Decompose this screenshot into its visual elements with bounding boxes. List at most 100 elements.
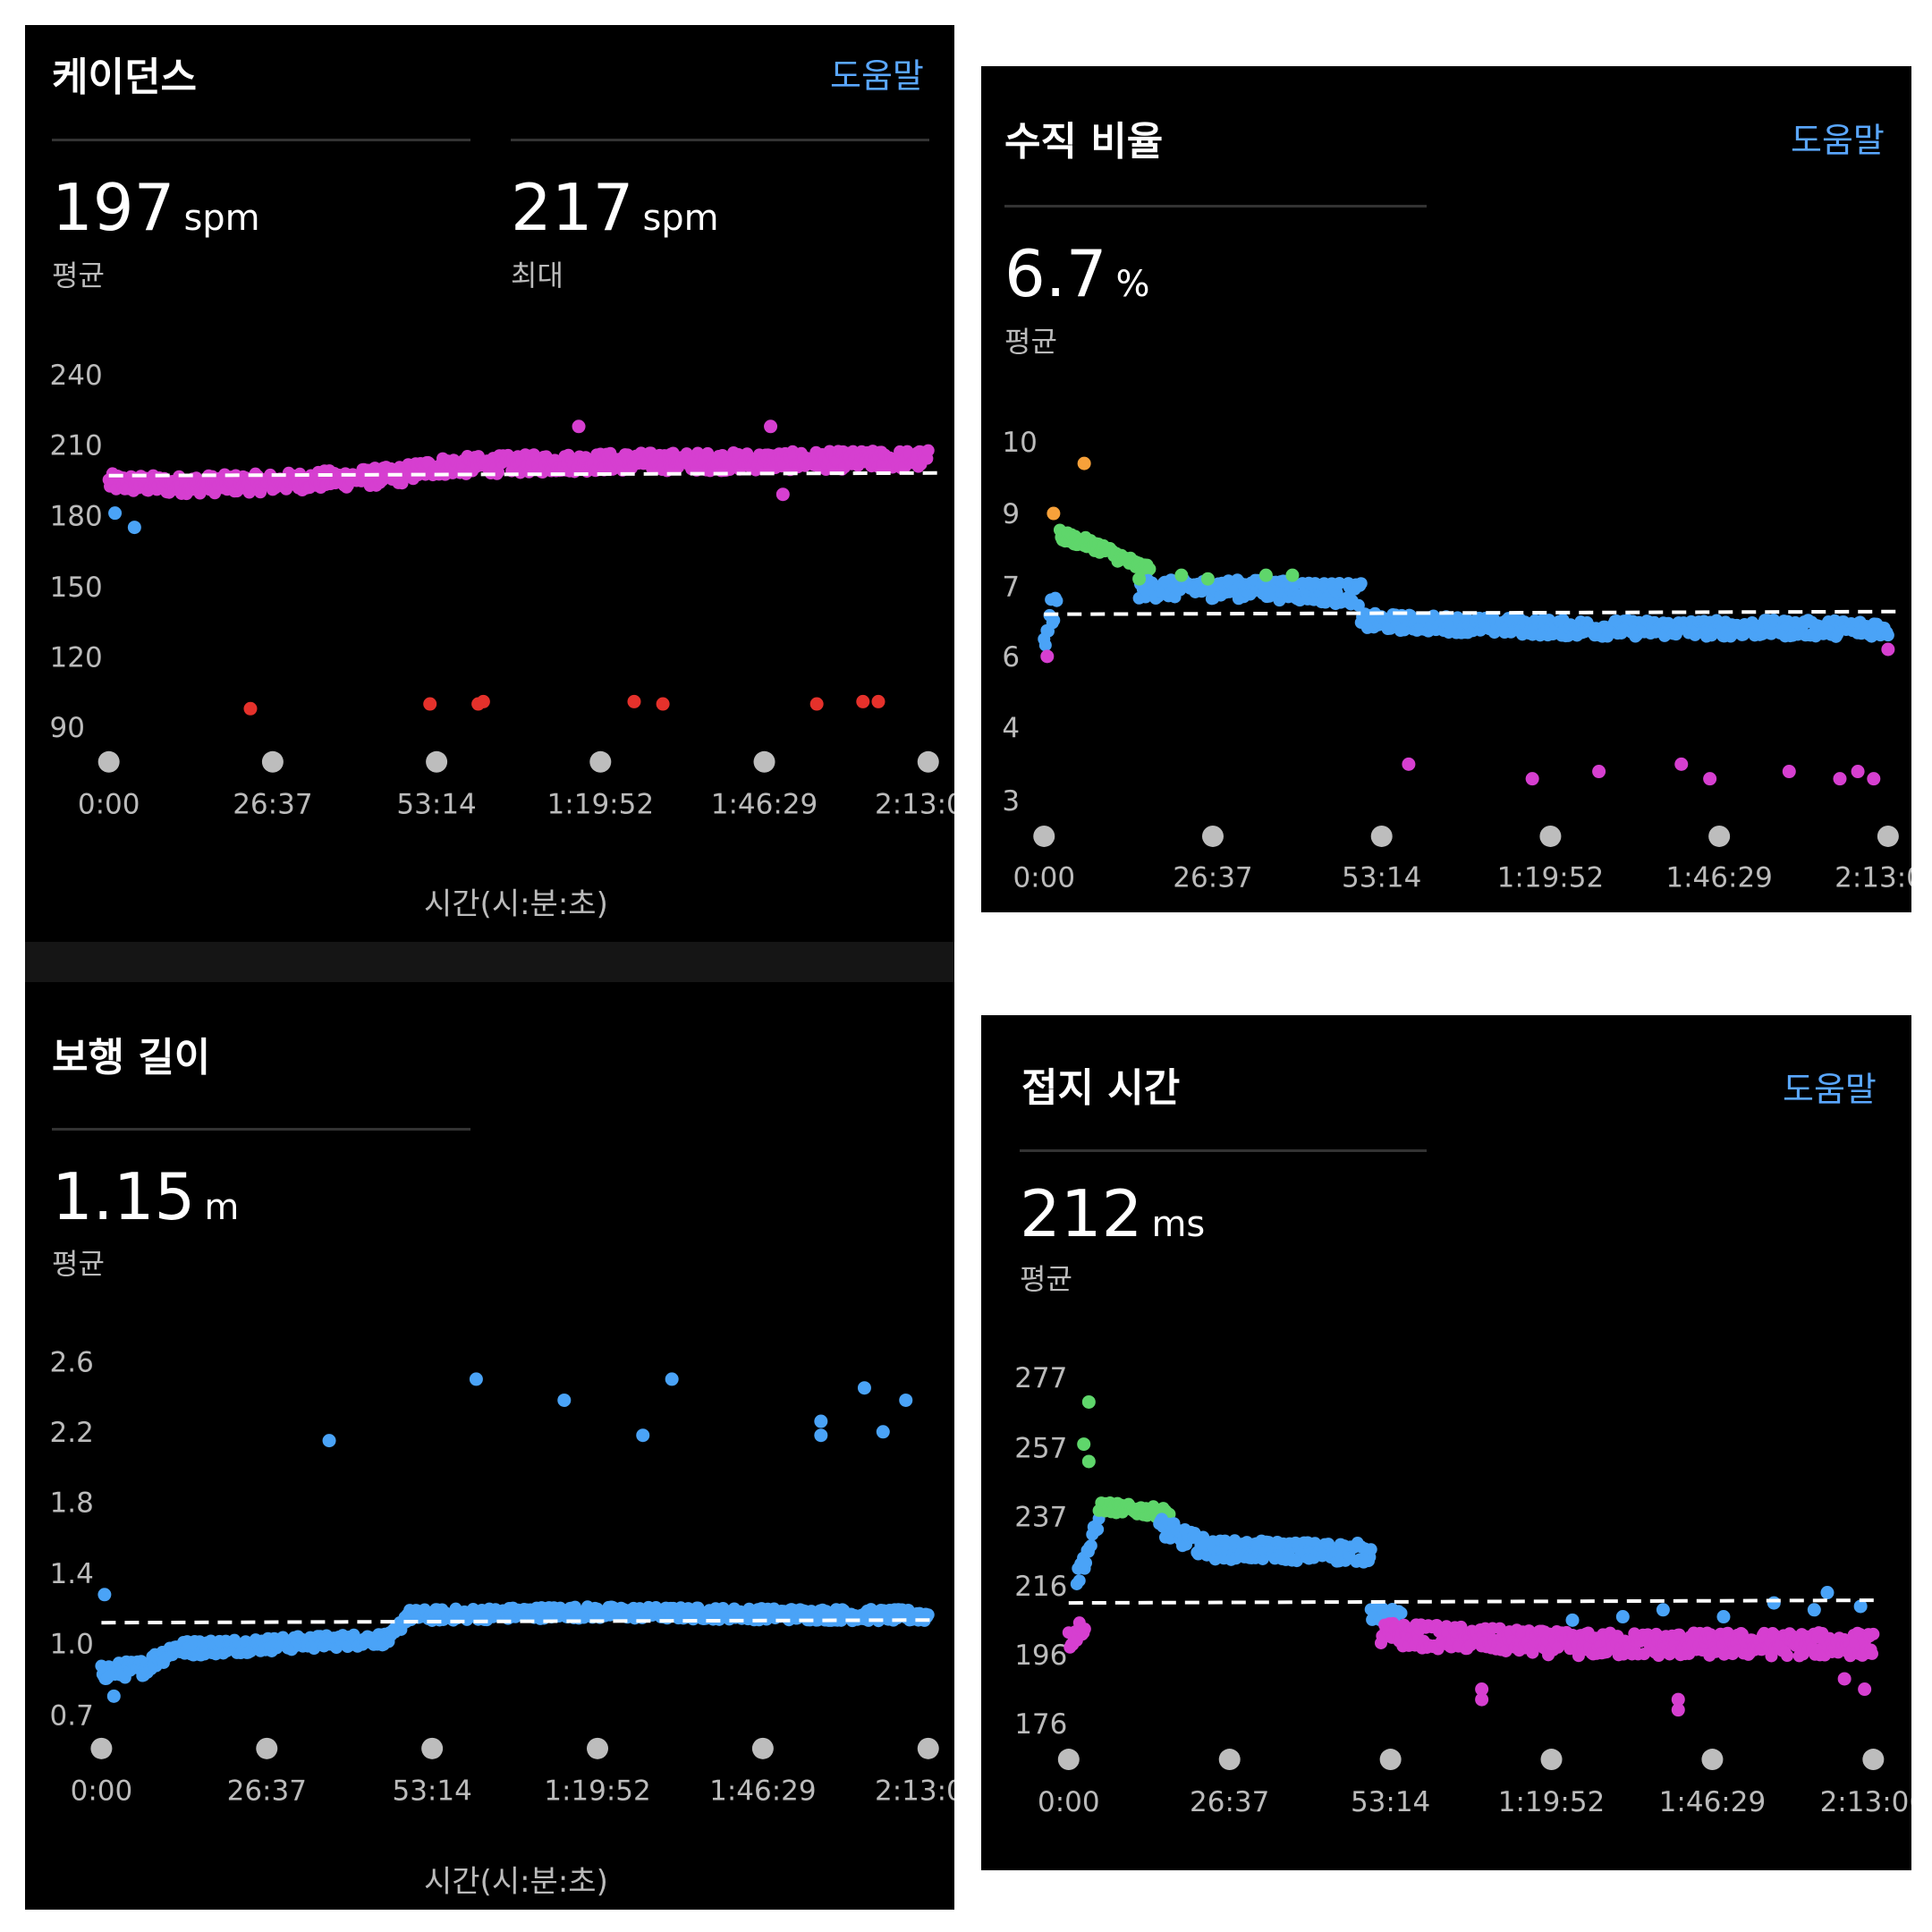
- data-point: [1046, 506, 1061, 521]
- vertical-ratio-chart: 10 9 7 6 4 3 0:00 26:37 53:14 1:19:52 1:46:29 2:13:…: [1002, 427, 1911, 894]
- y-tick-label: 1.0: [50, 1629, 94, 1661]
- data-point: [1781, 1649, 1794, 1663]
- y-tick-label: 6: [1002, 641, 1020, 674]
- x-tick-dot: [1701, 1749, 1724, 1771]
- data-point: [1853, 1599, 1868, 1614]
- y-tick-label: 196: [1014, 1640, 1067, 1672]
- data-point: [1656, 1603, 1670, 1617]
- data-point: [701, 446, 715, 460]
- data-point: [1402, 757, 1416, 771]
- ground-contact-title: 접지 시간: [1021, 1065, 1181, 1111]
- data-point: [1837, 1672, 1852, 1686]
- data-point: [1565, 1613, 1580, 1627]
- data-point: [876, 1425, 890, 1439]
- data-point: [1072, 1574, 1086, 1588]
- data-point: [665, 1372, 679, 1386]
- y-tick-label: 1.8: [50, 1487, 94, 1519]
- x-tick-label: 1:19:52: [1498, 1786, 1606, 1818]
- data-point: [1354, 577, 1368, 590]
- x-tick-label: 26:37: [1173, 861, 1252, 894]
- y-tick-label: 4: [1002, 713, 1020, 745]
- x-tick-label: 1:46:29: [711, 789, 818, 821]
- cadence-avg-label: 평균: [52, 258, 105, 292]
- x-tick-dot: [1379, 1749, 1402, 1771]
- stride-avg-label: 평균: [52, 1247, 105, 1281]
- y-tick-label: 9: [1002, 498, 1020, 530]
- ground-contact-chart: 277 257 237 216 196 176 0:00 26:37 53:14 1:19:52 1…: [1014, 1362, 1911, 1818]
- data-point: [106, 1689, 121, 1703]
- vertical-ratio-avg-value: 6.7%: [1004, 236, 1150, 311]
- data-point: [775, 487, 790, 502]
- y-tick-label: 277: [1014, 1362, 1067, 1394]
- data-point: [1038, 639, 1052, 652]
- data-point: [764, 419, 778, 434]
- data-point: [1091, 1522, 1105, 1536]
- x-tick-label: 1:19:52: [1497, 861, 1605, 894]
- data-point: [899, 1393, 913, 1407]
- cadence-chart: 240 210 180 150 120 90 0:00 26:37 53:14 1:19:52 1:…: [50, 360, 954, 821]
- cadence-help-link[interactable]: 도움말: [830, 56, 924, 96]
- x-tick-label: 1:46:29: [709, 1775, 817, 1808]
- stride-rule: [52, 1128, 470, 1131]
- data-point: [1703, 772, 1717, 786]
- data-point: [1258, 568, 1273, 582]
- x-tick-dot: [1033, 825, 1055, 847]
- x-tick-label: 2:13:06: [875, 1775, 954, 1808]
- data-point: [1851, 765, 1865, 779]
- ground-contact-help-link[interactable]: 도움말: [1783, 1070, 1877, 1109]
- data-point: [557, 1393, 572, 1407]
- x-tick-label: 26:37: [227, 1775, 307, 1808]
- data-point: [809, 697, 824, 711]
- y-tick-label: 180: [50, 500, 103, 532]
- vertical-ratio-rule: [1004, 205, 1427, 208]
- data-point: [1081, 1454, 1096, 1469]
- x-tick-dot: [1370, 825, 1393, 847]
- data-point: [423, 697, 437, 711]
- data-point: [1671, 1703, 1685, 1717]
- ground-contact-rule: [1020, 1149, 1427, 1152]
- data-point: [1782, 765, 1796, 779]
- stride-panel: 보행 길이 1.15 m 평균 2.6 2.2 1.8 1.4 1.0 0.7 0:00 26:…: [25, 982, 954, 1910]
- x-tick-dot: [1218, 1749, 1241, 1771]
- data-point: [1615, 1610, 1630, 1624]
- cadence-title: 케이던스: [52, 55, 197, 100]
- data-point: [1174, 568, 1189, 582]
- ground-contact-panel: 접지 시간 도움말 212 ms 평균 277 257 237 216 196 176 0:0…: [981, 1015, 1911, 1870]
- x-tick-label: 53:14: [1342, 861, 1421, 894]
- y-tick-label: 210: [50, 430, 103, 462]
- data-point: [1084, 1539, 1097, 1553]
- data-point: [656, 697, 670, 711]
- cadence-rule-right: [511, 139, 929, 141]
- vertical-ratio-help-link[interactable]: 도움말: [1791, 121, 1885, 160]
- y-tick-label: 2.6: [50, 1346, 94, 1378]
- data-point: [636, 1428, 650, 1443]
- x-tick-label: 0:00: [1013, 861, 1075, 894]
- x-tick-dot: [1862, 1749, 1885, 1771]
- y-tick-label: 7: [1002, 571, 1020, 603]
- data-point: [921, 444, 935, 457]
- x-tick-dot: [1057, 1749, 1080, 1771]
- stride-avg-value: 1.15 m: [52, 1159, 240, 1234]
- data-point: [1767, 1596, 1781, 1610]
- data-point: [108, 506, 123, 521]
- cadence-max-value: 217 spm: [511, 170, 719, 245]
- data-point: [1674, 757, 1689, 771]
- x-tick-label: 53:14: [396, 789, 476, 821]
- data-point: [1881, 629, 1894, 642]
- vertical-ratio-avg-label: 평균: [1004, 325, 1057, 359]
- x-tick-dot: [1877, 825, 1899, 847]
- data-point: [1285, 568, 1300, 582]
- data-point: [1200, 572, 1215, 586]
- x-tick-label: 2:13:06: [1820, 1786, 1911, 1818]
- data-point: [1050, 594, 1063, 607]
- vertical-ratio-panel: 수직 비율 도움말 6.7% 평균 10 9 7 6 4 3 0:00 26:37 53:14 1…: [981, 66, 1911, 912]
- stride-x-title: 시간(시:분:초): [424, 1864, 608, 1900]
- data-point: [1716, 1610, 1731, 1624]
- data-point: [1394, 1606, 1408, 1620]
- y-tick-label: 90: [50, 712, 85, 744]
- data-point: [1475, 1682, 1489, 1697]
- data-point: [856, 694, 870, 708]
- stride-chart: 2.6 2.2 1.8 1.4 1.0 0.7 0:00 26:37 53:14 1:19:52 1…: [50, 1346, 954, 1808]
- x-tick-label: 53:14: [1351, 1786, 1430, 1818]
- x-tick-dot: [589, 750, 612, 773]
